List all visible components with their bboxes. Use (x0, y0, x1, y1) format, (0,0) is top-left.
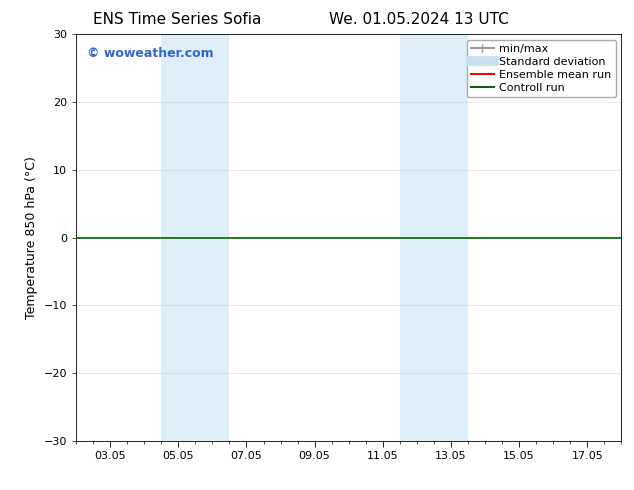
Bar (400, 34, 468, 441)
Legend: min/max, Standard deviation, Ensemble mean run, Controll run: min/max, Standard deviation, Ensemble me… (467, 40, 616, 97)
Text: We. 01.05.2024 13 UTC: We. 01.05.2024 13 UTC (328, 12, 508, 27)
Bar (161, 34, 230, 441)
Text: © woweather.com: © woweather.com (87, 47, 214, 59)
Y-axis label: Temperature 850 hPa (°C): Temperature 850 hPa (°C) (25, 156, 38, 319)
Text: ENS Time Series Sofia: ENS Time Series Sofia (93, 12, 262, 27)
